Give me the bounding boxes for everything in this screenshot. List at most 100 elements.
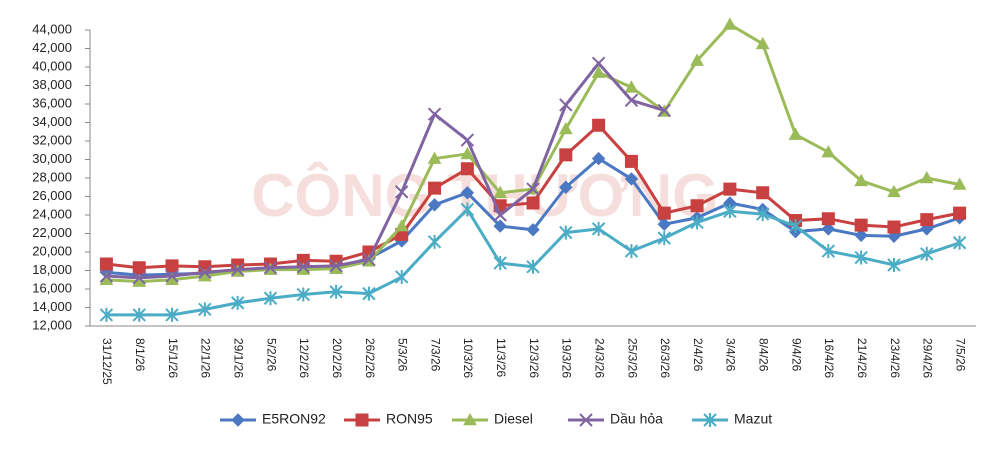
legend-item: RON95: [344, 411, 433, 427]
y-tick-label: 26,000: [32, 188, 72, 203]
marker: [821, 244, 836, 259]
marker: [427, 198, 442, 212]
marker: [99, 269, 114, 283]
marker: [952, 177, 967, 190]
marker: [362, 252, 376, 267]
marker: [165, 259, 179, 273]
y-tick-label: 14,000: [32, 299, 72, 314]
marker: [592, 118, 606, 132]
legend-label: Mazut: [734, 411, 772, 427]
y-tick-label: 22,000: [32, 225, 72, 240]
y-tick-label: 34,000: [32, 114, 72, 129]
y-tick-label: 16,000: [32, 280, 72, 295]
marker: [493, 185, 508, 199]
marker: [657, 103, 671, 118]
marker: [263, 261, 278, 275]
marker: [919, 170, 934, 184]
marker: [690, 199, 704, 213]
marker: [559, 98, 573, 112]
marker: [755, 36, 770, 50]
marker: [427, 107, 442, 121]
y-tick-label: 36,000: [32, 95, 72, 110]
marker: [460, 162, 474, 176]
marker: [198, 265, 212, 280]
marker: [460, 146, 475, 160]
marker: [887, 220, 901, 234]
x-tick-label: 24/3/26: [592, 338, 606, 378]
marker: [460, 202, 475, 217]
marker: [329, 284, 343, 299]
marker: [788, 219, 803, 234]
marker: [854, 218, 868, 232]
marker: [427, 151, 442, 164]
marker: [657, 217, 671, 231]
marker: [703, 413, 717, 427]
marker: [231, 413, 245, 427]
marker: [624, 154, 638, 168]
y-tick-label: 44,000: [32, 21, 72, 36]
x-tick-label: 19/3/26: [560, 338, 574, 378]
marker: [559, 225, 573, 240]
marker: [690, 53, 704, 66]
marker: [493, 208, 507, 222]
marker: [624, 244, 639, 259]
y-tick-label: 28,000: [32, 169, 72, 184]
y-tick-label: 18,000: [32, 262, 72, 277]
x-tick-label: 7/3/26: [428, 338, 442, 372]
marker: [723, 204, 737, 219]
x-tick-label: 9/4/26: [789, 338, 803, 372]
y-tick-label: 30,000: [32, 151, 72, 166]
marker: [690, 215, 704, 230]
marker: [756, 186, 770, 200]
marker: [624, 80, 639, 93]
marker: [952, 235, 967, 250]
marker: [428, 181, 442, 195]
marker: [887, 257, 901, 272]
x-tick-label: 26/2/26: [363, 338, 377, 378]
marker: [493, 219, 507, 233]
marker: [591, 65, 606, 78]
x-tick-label: 8/4/26: [757, 338, 771, 372]
marker: [132, 307, 146, 322]
legend-label: Diesel: [494, 411, 533, 427]
x-tick-label: 7/5/26: [953, 338, 967, 372]
marker: [526, 259, 540, 274]
marker: [395, 269, 409, 284]
y-tick-label: 42,000: [32, 40, 72, 55]
y-tick-label: 40,000: [32, 58, 72, 73]
marker: [559, 180, 573, 194]
marker: [230, 295, 245, 310]
marker: [821, 222, 836, 236]
marker: [591, 56, 606, 71]
marker: [99, 307, 114, 322]
x-tick-label: 31/12/25: [100, 338, 114, 385]
legend-item: Dầu hỏa: [568, 411, 663, 427]
watermark: CÔNG THƯƠNG: [251, 162, 719, 229]
marker: [821, 212, 835, 226]
x-tick-label: 15/1/26: [166, 338, 180, 378]
marker: [887, 184, 901, 198]
marker: [493, 256, 507, 271]
y-tick-label: 32,000: [32, 132, 72, 147]
x-tick-label: 29/4/26: [921, 338, 935, 378]
marker: [463, 412, 477, 426]
legend-item: Diesel: [452, 411, 533, 427]
x-tick-label: 11/3/26: [494, 338, 508, 377]
y-tick-label: 12,000: [32, 317, 72, 332]
marker: [723, 17, 737, 30]
marker: [362, 286, 376, 301]
y-tick-label: 24,000: [32, 206, 72, 221]
x-tick-label: 23/4/26: [888, 338, 902, 378]
marker: [755, 207, 770, 222]
marker: [579, 413, 593, 427]
marker: [198, 302, 212, 317]
x-tick-label: 10/3/26: [461, 338, 475, 378]
x-tick-label: 16/4/26: [822, 338, 836, 378]
marker: [854, 250, 868, 265]
series-line: [106, 60, 665, 280]
marker: [165, 307, 179, 322]
x-tick-label: 3/4/26: [724, 338, 738, 372]
marker: [854, 228, 868, 243]
legend-item: Mazut: [692, 411, 772, 427]
